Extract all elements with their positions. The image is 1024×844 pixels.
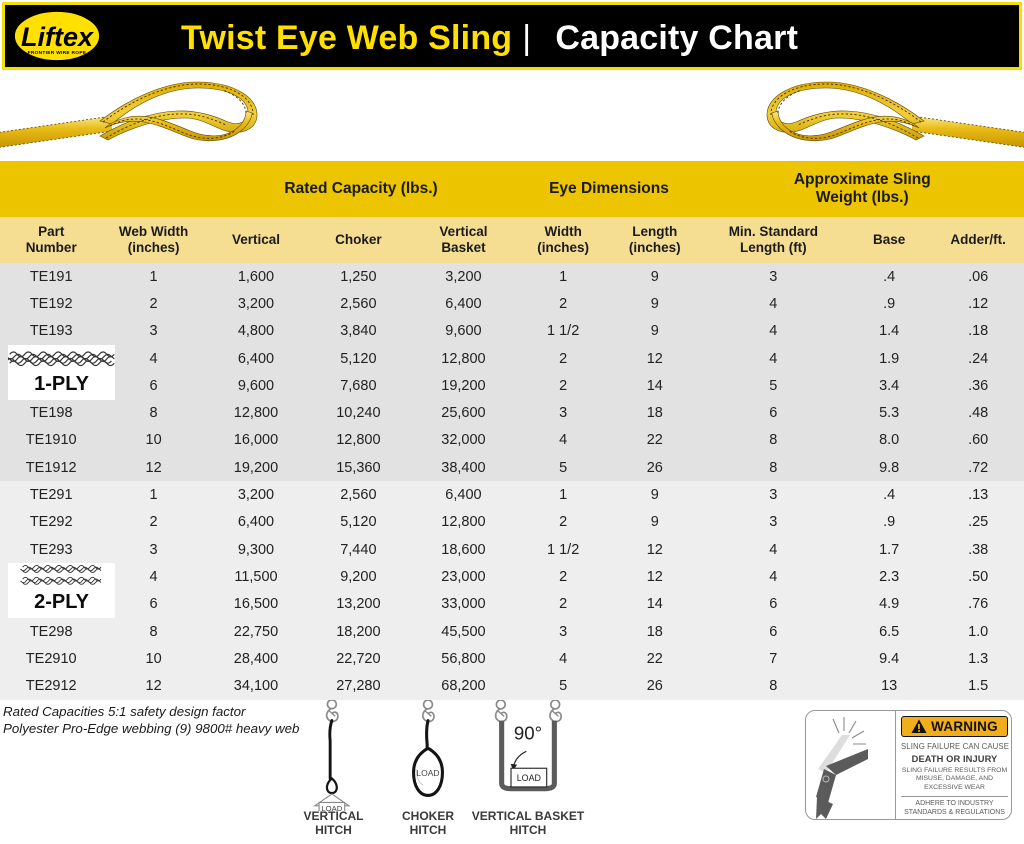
svg-text:FRONTIER WIRE ROPE: FRONTIER WIRE ROPE xyxy=(28,50,87,56)
svg-text:90°: 90° xyxy=(514,722,542,743)
svg-text:LOAD: LOAD xyxy=(517,773,541,783)
svg-text:LOAD: LOAD xyxy=(416,768,439,778)
svg-text:Liftex: Liftex xyxy=(21,22,94,52)
